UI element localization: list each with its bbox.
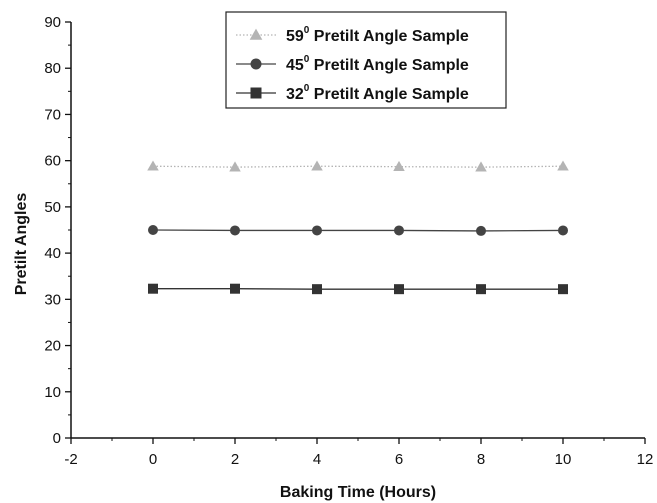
series-triangle: [147, 160, 569, 172]
y-tick-label: 0: [53, 430, 61, 447]
x-tick-label: 4: [313, 451, 321, 468]
y-tick-label: 30: [44, 291, 61, 308]
x-tick-label: 10: [555, 451, 572, 468]
data-point: [230, 283, 240, 294]
series-line: [152, 165, 564, 168]
y-axis-title: Pretilt Angles: [13, 193, 30, 296]
data-point: [148, 283, 158, 294]
x-tick-label: 12: [637, 451, 654, 468]
x-tick-label: -2: [64, 451, 77, 468]
data-point: [312, 225, 322, 236]
x-tick-label: 6: [395, 451, 403, 468]
data-point: [312, 284, 322, 295]
legend-marker: [250, 58, 262, 70]
series-square: [148, 283, 568, 295]
x-tick-label: 8: [477, 451, 485, 468]
series-line: [152, 229, 564, 232]
x-tick-label: 2: [231, 451, 239, 468]
y-tick-label: 80: [44, 60, 61, 77]
x-tick-label: 0: [149, 451, 157, 468]
data-point: [311, 160, 323, 171]
data-point: [393, 160, 405, 171]
data-point: [558, 284, 568, 295]
y-tick-label: 70: [44, 106, 61, 123]
y-tick-label: 60: [44, 153, 61, 170]
legend-label: 320 Pretilt Angle Sample: [286, 83, 469, 103]
data-point: [476, 284, 486, 295]
y-tick-label: 40: [44, 245, 61, 262]
data-point: [148, 225, 158, 235]
y-tick-label: 90: [44, 14, 61, 31]
data-point: [476, 225, 486, 236]
data-point: [147, 160, 159, 171]
legend: 590 Pretilt Angle Sample 450 Pretilt Angl…: [225, 11, 507, 109]
legend-label: 590 Pretilt Angle Sample: [286, 25, 469, 45]
y-tick-label: 20: [44, 338, 61, 355]
series-circle: [148, 225, 568, 236]
data-point: [558, 225, 568, 236]
data-point: [230, 225, 240, 236]
x-axis-title: Baking Time (Hours): [280, 484, 436, 501]
data-point: [394, 284, 404, 295]
data-point: [394, 225, 404, 236]
legend-label: 450 Pretilt Angle Sample: [286, 54, 469, 74]
legend-marker: [250, 87, 262, 99]
legend-box: [225, 11, 507, 109]
y-tick-label: 50: [44, 199, 61, 216]
legend-marker: [249, 28, 263, 40]
data-point: [475, 161, 487, 172]
data-point: [229, 161, 241, 172]
y-tick-label: 10: [44, 384, 61, 401]
data-point: [557, 160, 569, 171]
series-layer: [147, 160, 569, 295]
